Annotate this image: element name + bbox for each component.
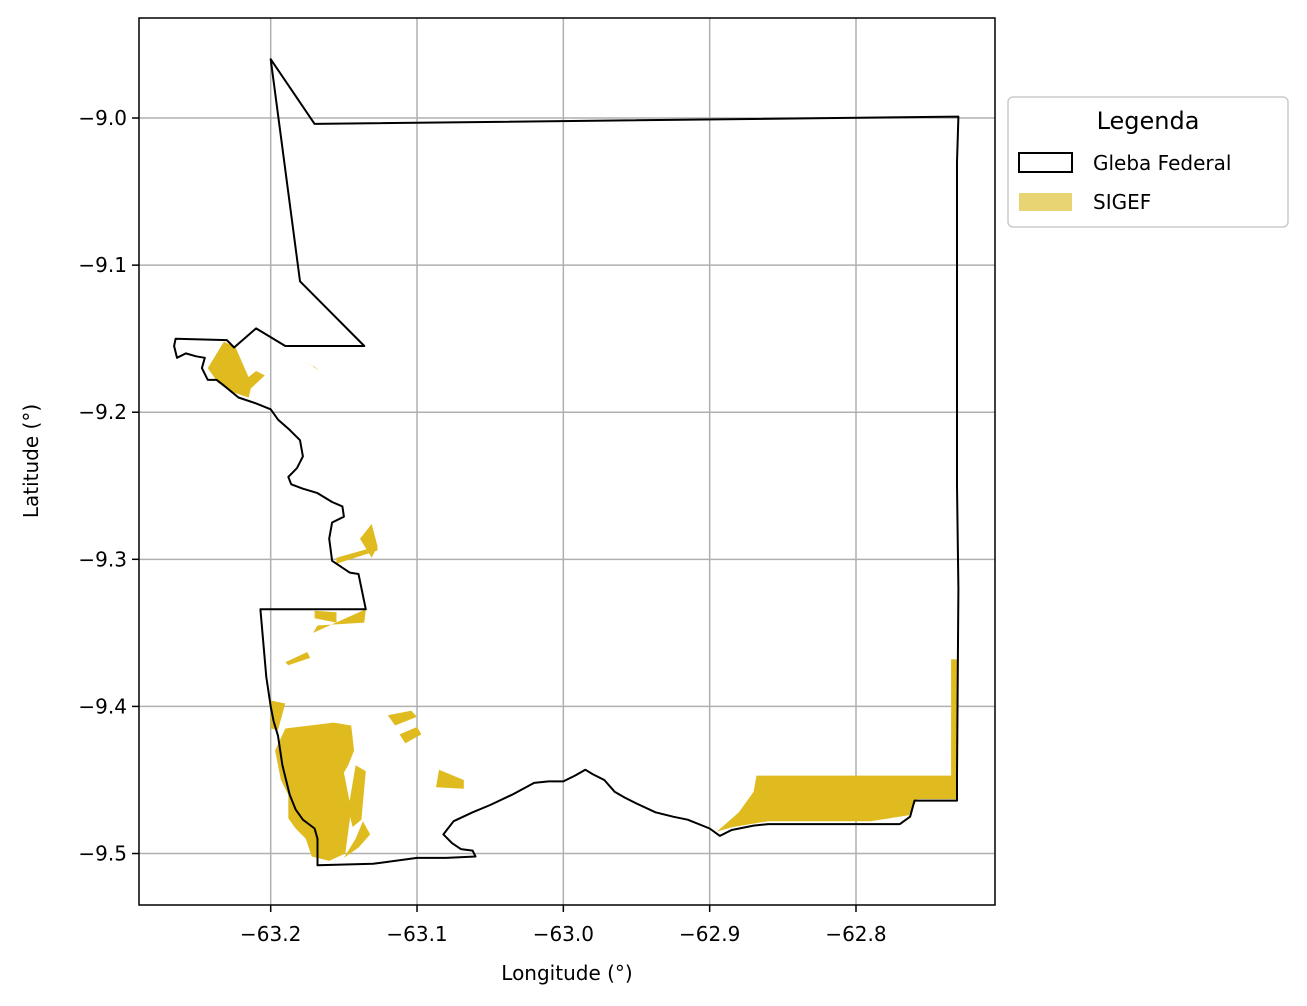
x-tick-label: −63.2 bbox=[240, 922, 301, 946]
y-axis-title: Latitude (°) bbox=[19, 404, 43, 518]
legend-label-sigef: SIGEF bbox=[1093, 190, 1151, 214]
x-axis-title: Longitude (°) bbox=[501, 961, 632, 985]
sigef-parcel bbox=[399, 727, 422, 744]
grid-lines bbox=[139, 18, 995, 905]
y-tick-label: −9.3 bbox=[78, 547, 127, 571]
legend-title: Legenda bbox=[1097, 107, 1200, 135]
y-tick-label: −9.0 bbox=[78, 106, 127, 130]
y-tick-label: −9.1 bbox=[78, 253, 127, 277]
axes-frame bbox=[138, 17, 996, 906]
sigef-parcel bbox=[314, 610, 337, 623]
sigef-parcel bbox=[285, 652, 311, 666]
sigef-parcel bbox=[717, 659, 957, 832]
x-tick-label: −62.8 bbox=[825, 922, 886, 946]
x-tick-label: −63.0 bbox=[533, 922, 594, 946]
legend-swatch-gleba-federal bbox=[1018, 152, 1073, 173]
sigef-parcel bbox=[436, 769, 464, 789]
sigef-parcel bbox=[234, 371, 265, 396]
sigef-parcel bbox=[313, 609, 366, 633]
axes-background bbox=[139, 18, 995, 905]
x-tick-label: −63.1 bbox=[386, 922, 447, 946]
legend-swatch-sigef bbox=[1019, 193, 1072, 211]
legend-label-gleba-federal: Gleba Federal bbox=[1093, 151, 1231, 175]
axis-ticks: −63.2 −63.1 −63.0 −62.9 −62.8 −9.0 −9.1 −9.2 −9.… bbox=[78, 106, 886, 946]
x-tick-label: −62.9 bbox=[679, 922, 740, 946]
gleba-federal-boundary bbox=[173, 58, 960, 867]
sigef-parcel bbox=[348, 765, 366, 827]
y-tick-label: −9.5 bbox=[78, 842, 127, 866]
sigef-parcel bbox=[343, 821, 371, 858]
legend: Legenda Gleba Federal SIGEF bbox=[1007, 96, 1289, 228]
gleba-federal-layer bbox=[173, 58, 960, 867]
y-tick-label: −9.2 bbox=[78, 400, 127, 424]
plot-area: −63.2 −63.1 −63.0 −62.9 −62.8 −9.0 −9.1 −9.2 −9.… bbox=[78, 17, 996, 946]
sigef-parcel bbox=[336, 546, 378, 564]
legend-box bbox=[1007, 96, 1289, 228]
y-tick-label: −9.4 bbox=[78, 694, 127, 718]
sigef-parcel bbox=[387, 710, 417, 726]
sigef-parcel bbox=[275, 722, 355, 861]
